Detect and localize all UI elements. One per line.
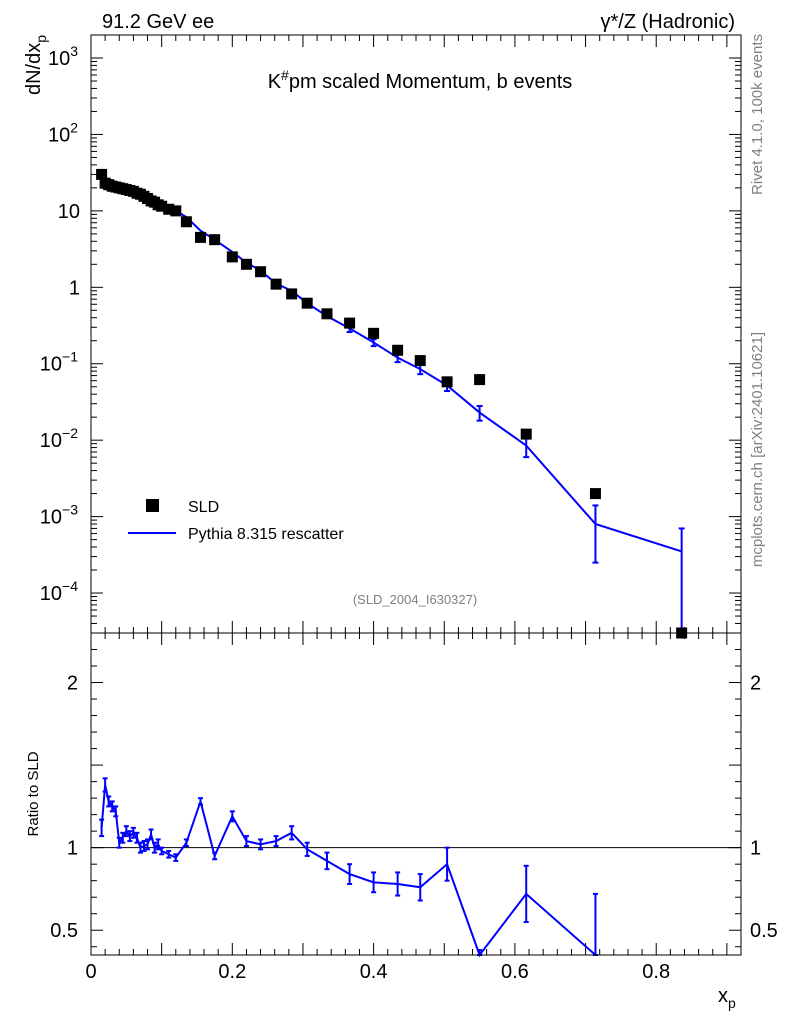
x-tick-label: 0.8 (642, 961, 670, 983)
sld-data-point (270, 278, 282, 290)
sld-data-point (520, 428, 532, 440)
ratio-data-layer (91, 777, 741, 958)
sld-data-point (156, 200, 168, 212)
sld-data-point (209, 234, 221, 246)
main-axis-ticks (90, 34, 742, 634)
sld-data-point (321, 308, 333, 320)
ratio-y-axis-label: Ratio to SLD (25, 751, 42, 836)
sld-data-point (301, 297, 313, 309)
sld-data-point (226, 251, 238, 263)
ratio-line (100, 784, 597, 958)
x-tick-label: 0.2 (218, 961, 246, 983)
mcplots-source-label: mcplots.cern.ch [arXiv:2401.10621] (749, 332, 766, 567)
y-tick-label: 1 (69, 277, 80, 299)
sld-data-point (180, 216, 192, 228)
x-tick-labels: 0 0.2 0.4 0.6 0.8 (85, 961, 670, 983)
sld-data-point (255, 266, 267, 278)
sld-data-point (589, 488, 601, 500)
energy-label: 91.2 GeV ee (102, 11, 214, 33)
y-tick-label: 10−2 (40, 425, 78, 452)
sld-data-point (344, 317, 356, 329)
ratio-y-tick-label: 0.5 (50, 920, 78, 942)
y-tick-label: 102 (48, 119, 78, 146)
x-tick-label: 0.6 (501, 961, 529, 983)
y-tick-label: 103 (48, 43, 78, 70)
ratio-axis-ticks (90, 632, 742, 955)
y-tick-label: 10−3 (40, 502, 78, 529)
x-axis-label: xp (718, 985, 736, 1011)
sld-data-point (170, 205, 182, 217)
sld-data-point (392, 344, 404, 356)
sld-data-point (368, 327, 380, 339)
plot-title: K#pm scaled Momentum, b events (268, 67, 573, 93)
y-tick-label: 10−1 (40, 349, 78, 376)
process-label: γ*/Z (Hadronic) (601, 11, 735, 33)
sld-data-point (474, 374, 486, 386)
y-axis-label: dN/dxp (23, 35, 49, 95)
ratio-y-tick-label-right: 0.5 (750, 920, 778, 942)
sld-data-point (195, 231, 207, 243)
sld-data-point (163, 203, 175, 215)
sld-data-point (441, 376, 453, 388)
ratio-frame (90, 632, 742, 956)
legend-sld-label: SLD (188, 499, 219, 516)
rivet-version-label: Rivet 4.1.0, 100k events (749, 34, 766, 195)
ratio-y-tick-label: 1 (67, 838, 78, 860)
ratio-y-tick-label-right: 1 (750, 838, 761, 860)
legend-pythia-label: Pythia 8.315 rescatter (188, 526, 344, 543)
analysis-id-label: (SLD_2004_I630327) (353, 592, 477, 607)
ratio-y-tick-label: 2 (67, 673, 78, 695)
main-data-layer (96, 168, 688, 639)
sld-data-point (96, 168, 108, 180)
x-tick-label: 0 (85, 961, 96, 983)
legend-sld-marker (146, 499, 159, 512)
x-tick-label: 0.4 (360, 961, 388, 983)
sld-data-point (286, 288, 298, 300)
legend: SLD Pythia 8.315 rescatter (128, 499, 344, 543)
sld-data-point (240, 258, 252, 270)
y-tick-label: 10−4 (40, 578, 78, 605)
sld-data-point (414, 355, 426, 367)
ratio-y-tick-label-right: 2 (750, 673, 761, 695)
y-tick-label: 10 (58, 201, 80, 223)
ratio-panel: 0.5 0.5 1 1 2 2 0 0.2 0.4 0.6 0.8 Ratio to SLD xp (25, 632, 778, 1011)
main-frame (90, 34, 742, 634)
ratio-y-tick-labels: 0.5 0.5 1 1 2 2 (50, 673, 778, 943)
